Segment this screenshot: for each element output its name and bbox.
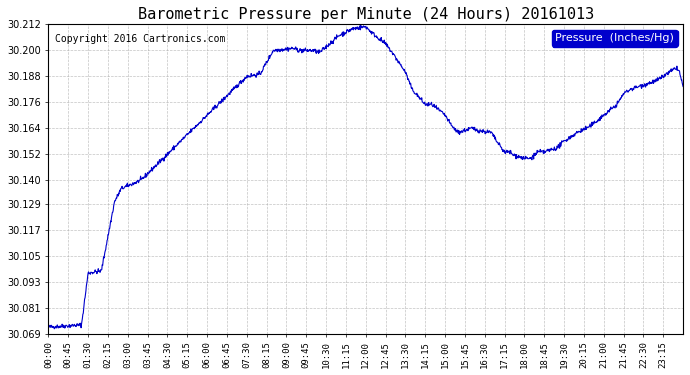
Legend: Pressure  (Inches/Hg): Pressure (Inches/Hg) [552, 30, 678, 47]
Title: Barometric Pressure per Minute (24 Hours) 20161013: Barometric Pressure per Minute (24 Hours… [137, 7, 594, 22]
Line: Pressure  (Inches/Hg): Pressure (Inches/Hg) [48, 26, 683, 329]
Pressure  (Inches/Hg) [679, 84, 687, 89]
Pressure  (Inches/Hg) [464, 125, 473, 130]
Pressure  (Inches/Hg) [185, 131, 193, 135]
Pressure  (Inches/Hg) [357, 23, 365, 28]
Text: Copyright 2016 Cartronics.com: Copyright 2016 Cartronics.com [55, 34, 225, 44]
Pressure  (Inches/Hg) [294, 50, 302, 54]
Pressure  (Inches/Hg) [50, 327, 59, 331]
Pressure  (Inches/Hg) [309, 50, 317, 54]
Pressure  (Inches/Hg) [623, 89, 631, 93]
Pressure  (Inches/Hg) [569, 133, 577, 138]
Pressure  (Inches/Hg) [44, 324, 52, 329]
